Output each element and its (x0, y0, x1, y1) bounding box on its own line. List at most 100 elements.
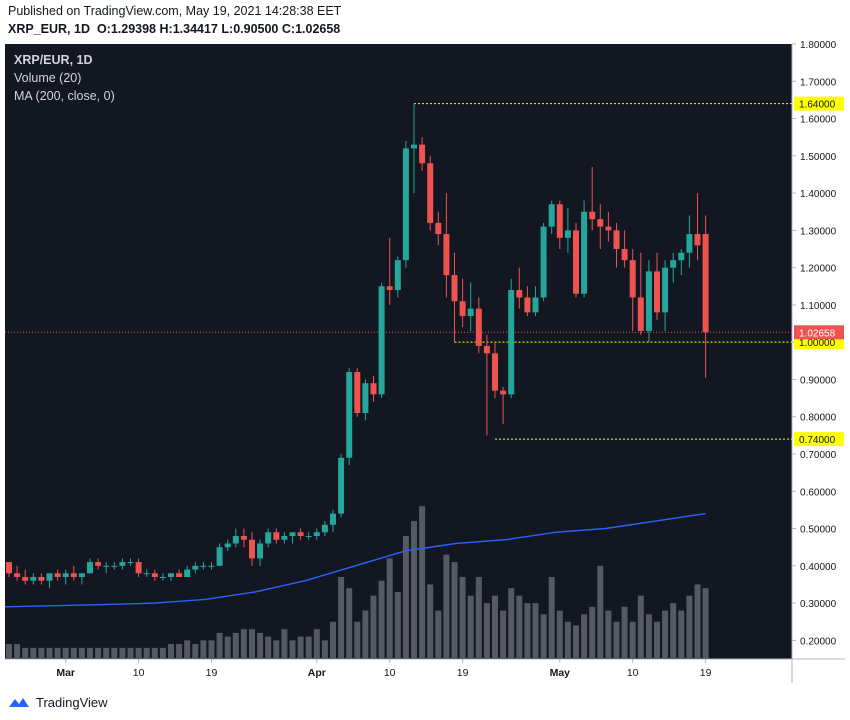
footer-brand: TradingView (36, 694, 108, 710)
candle-body (670, 260, 677, 268)
candle-body (435, 222, 442, 235)
volume-bar (62, 647, 69, 659)
candle-body (394, 260, 401, 290)
candle-body (22, 577, 29, 581)
volume-bar (645, 614, 652, 659)
low-label: L: (221, 22, 234, 36)
volume-bar (556, 610, 563, 659)
candle-body (427, 163, 434, 223)
candle-body (451, 275, 458, 302)
candle-body (38, 577, 45, 581)
volume-bar (249, 629, 255, 659)
candle-body (459, 301, 466, 317)
price-tick-label: 1.10000 (800, 301, 837, 312)
volume-bar (135, 647, 142, 659)
volume-bar (265, 636, 272, 659)
candle-body (103, 565, 110, 567)
volume-bar (402, 536, 409, 659)
volume-bar (516, 595, 523, 659)
volume-bar (22, 647, 29, 659)
volume-bar (321, 640, 328, 659)
candle-body (613, 230, 620, 249)
candle-body (419, 144, 426, 164)
close-label: C: (281, 22, 296, 36)
candle-body (151, 573, 158, 577)
volume-bar (143, 647, 150, 659)
volume-bar (621, 606, 628, 659)
candle-body (475, 308, 482, 346)
volume-bar (46, 647, 53, 659)
volume-bar (127, 647, 134, 659)
candle-body (386, 286, 393, 290)
volume-bar (678, 610, 685, 659)
volume-bar (313, 629, 320, 659)
candle-body (273, 532, 280, 540)
volume-bar (378, 580, 385, 659)
volume-bar (589, 606, 596, 659)
candle-body (621, 249, 628, 261)
time-tick-label: 10 (384, 667, 396, 679)
volume-bar (508, 588, 515, 659)
price-tick-label: 1.50000 (800, 152, 837, 163)
candle-body (540, 226, 547, 298)
volume-bar (573, 625, 579, 659)
level-tag-label: 1.00000 (799, 338, 836, 349)
volume-bar (564, 621, 571, 659)
volume-bar (289, 640, 296, 659)
candle-body (589, 211, 596, 220)
low-value: 0.90500 (233, 22, 279, 36)
level-price-tags: 1.64000 1.00000 0.74000 1.02658 (794, 96, 844, 447)
volume-bar (297, 636, 304, 659)
volume-bar (386, 558, 393, 659)
price-tick-label: 0.40000 (800, 562, 837, 573)
candle-body (224, 543, 231, 548)
volume-bar (467, 595, 474, 659)
volume-bars (6, 506, 709, 659)
volume-bar (483, 603, 490, 659)
candle-body (143, 573, 150, 575)
high-value: 1.34417 (172, 22, 218, 36)
candle-body (483, 345, 490, 354)
candle-body (443, 234, 450, 276)
candle-body (6, 562, 12, 574)
volume-bar (159, 647, 166, 659)
time-tick-label: 19 (700, 667, 712, 679)
candle-body (313, 532, 320, 536)
volume-bar (459, 577, 466, 659)
candle-body (200, 565, 207, 567)
candle-body (321, 524, 328, 533)
level-tag-box (794, 96, 844, 111)
volume-bar (686, 595, 693, 659)
candle-body (265, 532, 272, 544)
candle-body (30, 577, 37, 581)
volume-bar (232, 632, 239, 659)
candle-body (346, 372, 353, 458)
volume-bar (273, 640, 280, 659)
volume-bar (6, 644, 12, 659)
candle-body (573, 230, 579, 294)
price-tick-label: 1.30000 (800, 226, 837, 237)
candle-body (297, 532, 304, 536)
volume-bar (500, 610, 507, 659)
volume-bar (30, 647, 37, 659)
volume-bar (427, 584, 434, 659)
volume-bar (605, 610, 612, 659)
legend-ma: MA (200, close, 0) (14, 89, 115, 103)
candle-body (54, 573, 61, 577)
volume-bar (581, 614, 588, 659)
candle-body (95, 562, 102, 566)
candle-body (111, 565, 118, 567)
last-price-tag-label: 1.02658 (799, 328, 836, 339)
volume-bar (475, 577, 482, 659)
candle-body (370, 383, 377, 395)
high-label: H: (159, 22, 173, 36)
price-tick-label: 1.80000 (800, 40, 837, 51)
volume-bar (281, 629, 288, 659)
candle-body (184, 569, 191, 577)
price-axis-ticks: 1.80000 1.70000 1.60000 1.50000 1.40000 1.300… (792, 40, 837, 647)
price-tick-label: 0.50000 (800, 525, 837, 536)
candle-body (378, 286, 385, 395)
volume-bar (95, 647, 102, 659)
candle-body (330, 513, 336, 525)
